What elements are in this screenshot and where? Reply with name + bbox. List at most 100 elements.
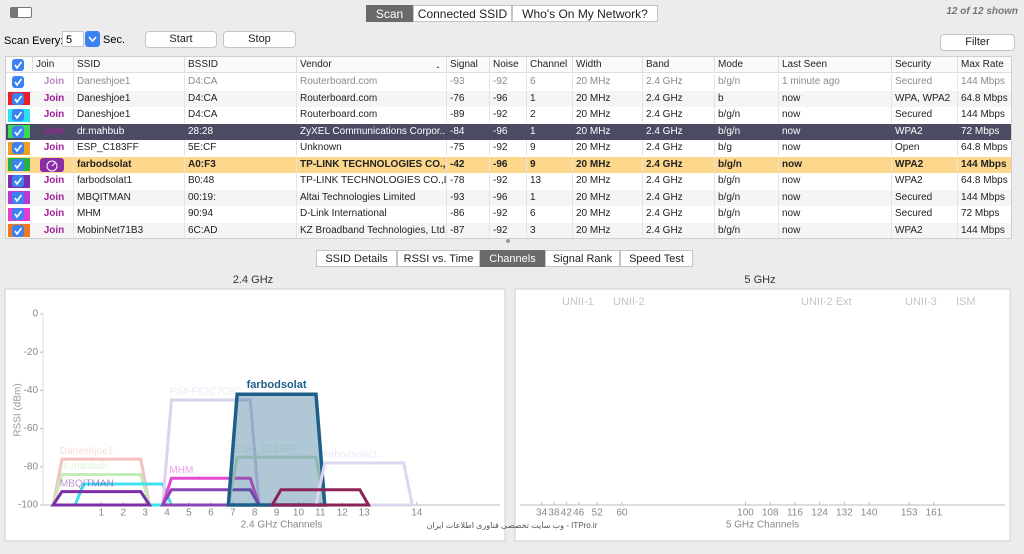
band-cell: 2.4 GHz [642,140,714,156]
max-rate-cell: 144 Mbps [957,74,1011,90]
view-tab[interactable]: Speed Test [620,250,693,267]
join-link[interactable]: Join [43,224,65,236]
signal-cell: -75 [446,140,489,156]
table-row[interactable] [6,140,1011,157]
vendor-cell: ZyXEL Communications Corpor... [296,123,446,140]
noise-cell: -92 [489,173,526,189]
checkbox[interactable] [12,208,24,220]
view-tab[interactable]: Signal Rank [545,250,620,267]
last-seen-cell: now [778,222,891,238]
column-header[interactable]: Band [642,57,714,73]
channel-cell: 2 [526,107,572,123]
band-cell: 2.4 GHz [642,107,714,123]
sidebar-toggle[interactable] [10,7,32,18]
checkbox[interactable] [12,92,24,105]
network-label: Daneshjoe1 [60,446,114,457]
network-label: MHM [169,465,193,476]
interval-select[interactable]: 5 [62,31,84,47]
table-row[interactable] [6,123,1011,140]
security-cell: WPA2 [891,123,957,140]
last-seen-cell: now [778,107,891,123]
start-button[interactable]: Start [145,31,217,48]
checkbox[interactable] [12,76,24,88]
sort-indicator [434,62,442,68]
filter-button[interactable]: Filter [940,34,1015,51]
max-rate-cell: 64.8 Mbps [957,140,1011,156]
mode-tab[interactable]: Connected SSID [413,5,512,22]
table-row[interactable] [6,173,1011,190]
ssid-cell: Daneshjoe1 [73,74,184,90]
table-row[interactable] [6,189,1011,206]
column-header[interactable]: Width [572,57,642,73]
security-cell: Secured [891,74,957,90]
checkbox[interactable] [12,142,24,154]
checkbox[interactable] [12,191,24,204]
width-cell: 20 MHz [572,189,642,206]
join-link[interactable]: Join [43,92,65,104]
x-tick-label: 108 [762,508,779,519]
join-link[interactable]: Join [43,208,65,219]
noise-cell: -92 [489,74,526,90]
select-arrow[interactable] [85,31,100,47]
checkbox[interactable] [12,158,24,171]
noise-cell: -96 [489,123,526,140]
band-label: UNII-3 [905,296,937,308]
noise-cell: -96 [489,189,526,206]
vendor-cell: Altai Technologies Limited [296,189,446,206]
column-header[interactable]: Last Seen [778,57,891,73]
signal-cell: -76 [446,90,489,107]
column-header[interactable]: Noise [489,57,526,73]
column-header[interactable]: Signal [446,57,489,73]
view-tab[interactable]: Channels [480,250,545,267]
join-link[interactable]: Join [43,191,65,203]
x-tick-label: 9 [274,508,280,519]
signal-cell: -84 [446,123,489,140]
column-header[interactable]: Mode [714,57,778,73]
table-row[interactable] [6,206,1011,223]
view-tab[interactable]: RSSI vs. Time [397,250,480,267]
join-link[interactable]: Join [43,76,65,87]
table-row[interactable] [6,222,1011,238]
table-row[interactable] [6,156,1011,173]
watermark: وب سایت تخصصی فناوری اطلاعات ایران - ITP… [427,521,598,530]
width-cell: 20 MHz [572,107,642,123]
stop-button[interactable]: Stop [223,31,296,48]
noise-cell: -96 [489,90,526,107]
header-row [6,57,1011,73]
column-header[interactable]: Security [891,57,957,73]
width-cell: 20 MHz [572,222,642,238]
band-cell: 2.4 GHz [642,123,714,140]
max-rate-cell: 144 Mbps [957,189,1011,206]
network-label: MBQITMAN [60,478,114,489]
checkbox[interactable] [12,224,24,237]
band-label: UNII-2 [613,296,645,308]
join-link[interactable]: Join [43,109,65,120]
mode-tab[interactable]: Scan [366,5,413,22]
column-header[interactable]: Channel [526,57,572,73]
mode-tab[interactable]: Who's On My Network? [512,5,658,22]
join-link[interactable]: Join [43,125,65,137]
checkbox[interactable] [12,59,24,71]
column-header[interactable]: BSSID [184,57,296,73]
column-header[interactable]: Vendor [296,57,446,73]
table-row[interactable] [6,74,1011,91]
column-header[interactable]: Max Rate [957,57,1011,73]
checkbox[interactable] [12,175,24,187]
view-tab[interactable]: SSID Details [316,250,397,267]
column-header[interactable]: Join [32,57,73,73]
table-row[interactable] [6,90,1011,107]
bssid-cell: A0:F3 [184,156,296,173]
checkbox[interactable] [12,109,24,121]
splitter[interactable] [506,239,510,243]
noise-cell: -92 [489,222,526,238]
checkbox[interactable] [12,125,24,138]
security-cell: WPA2 [891,173,957,189]
vendor-cell: Routerboard.com [296,90,446,107]
x-axis-label: 5 GHz Channels [726,520,799,531]
table-row[interactable] [6,107,1011,124]
join-link[interactable]: Join [43,175,65,186]
last-seen-cell: now [778,206,891,222]
x-tick-label: 38 [548,508,560,519]
column-header[interactable]: SSID [73,57,184,73]
join-link[interactable]: Join [43,142,65,153]
